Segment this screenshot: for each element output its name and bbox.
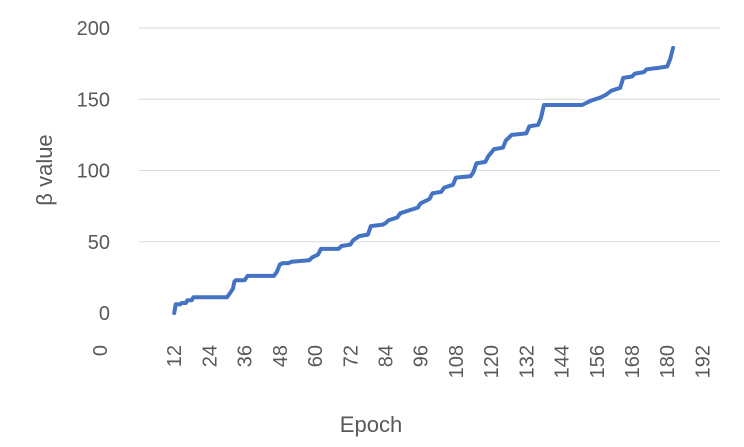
y-tick-label: 0 <box>99 303 110 325</box>
y-tick-label: 150 <box>77 89 110 111</box>
x-tick-label: 120 <box>481 345 503 378</box>
x-tick-label: 156 <box>587 345 609 378</box>
x-tick-label: 24 <box>199 345 221 367</box>
x-tick-label: 144 <box>552 345 574 378</box>
x-tick-label: 168 <box>622 345 644 378</box>
x-axis-ticks: 0 12 24 36 48 60 72 84 96 108 120 132 144 156 168 180 19… <box>90 345 714 378</box>
x-tick-label: 132 <box>516 345 538 378</box>
y-tick-label: 200 <box>77 18 110 40</box>
series-group <box>172 45 676 315</box>
y-tick-label: 100 <box>77 161 110 183</box>
x-tick-label: 48 <box>270 345 292 367</box>
x-axis-title: Epoch <box>340 412 402 437</box>
series-line <box>172 45 676 315</box>
x-tick-label: 0 <box>90 345 112 356</box>
y-axis-title: β value <box>32 134 57 205</box>
y-axis-ticks: 0 50 100 150 200 <box>77 18 110 325</box>
x-tick-label: 84 <box>375 345 397 367</box>
x-tick-label: 12 <box>164 345 186 367</box>
x-tick-label: 180 <box>657 345 679 378</box>
x-tick-label: 36 <box>235 345 257 367</box>
x-tick-label: 72 <box>340 345 362 367</box>
x-tick-label: 96 <box>411 345 433 367</box>
x-tick-label: 108 <box>446 345 468 378</box>
gridlines <box>139 27 720 243</box>
x-tick-label: 60 <box>305 345 327 367</box>
y-tick-label: 50 <box>88 232 110 254</box>
x-tick-label: 192 <box>692 345 714 378</box>
